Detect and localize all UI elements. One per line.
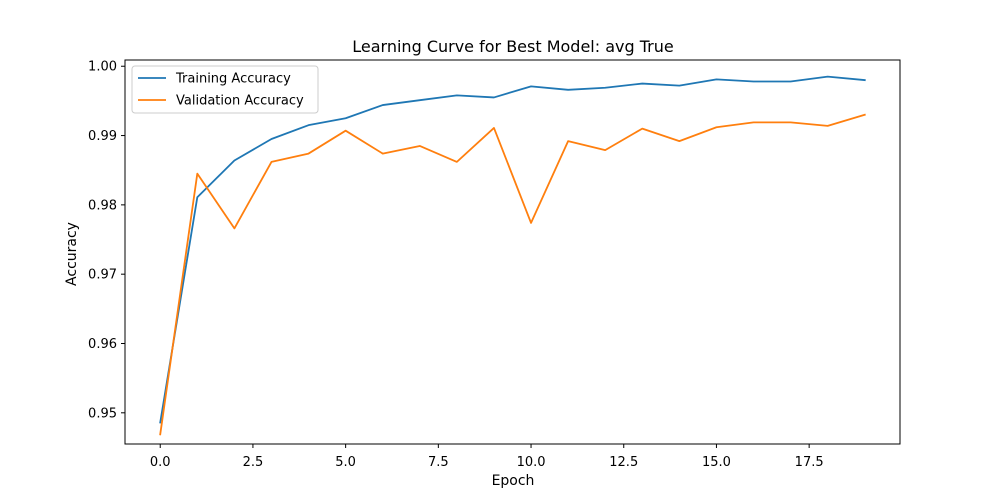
- x-tick-label: 0.0: [150, 455, 171, 470]
- y-tick-label: 1.00: [88, 60, 117, 75]
- x-axis-title: Epoch: [492, 473, 535, 489]
- legend-label: Validation Accuracy: [176, 94, 304, 109]
- x-tick-label: 10.0: [517, 455, 546, 470]
- y-tick-label: 0.99: [88, 129, 117, 144]
- x-tick-label: 12.5: [609, 455, 638, 470]
- legend: Training Accuracy Validation Accuracy: [131, 65, 319, 114]
- y-axis-title: Accuracy: [64, 222, 80, 286]
- chart-title: Learning Curve for Best Model: avg True: [352, 37, 673, 56]
- x-tick-label: 15.0: [702, 455, 731, 470]
- x-tick-label: 7.5: [428, 455, 449, 470]
- plot-area: 0.0 2.5 5.0 7.5 10.0 12.5 15.0 17.5 0.95 0.96 0.97…: [88, 59, 901, 470]
- axes-frame: [124, 59, 901, 445]
- series-line-validation-accuracy: [159, 113, 866, 436]
- x-tick-label: 5.0: [335, 455, 356, 470]
- series-line-training-accuracy: [159, 75, 866, 424]
- y-tick-label: 0.97: [88, 268, 117, 283]
- legend-label: Training Accuracy: [175, 72, 291, 87]
- legend-box: [131, 65, 319, 114]
- x-tick-label: 2.5: [243, 455, 264, 470]
- x-tick-label: 17.5: [795, 455, 824, 470]
- y-tick-label: 0.96: [88, 337, 117, 352]
- y-tick-label: 0.95: [88, 406, 117, 421]
- y-tick-label: 0.98: [88, 198, 117, 213]
